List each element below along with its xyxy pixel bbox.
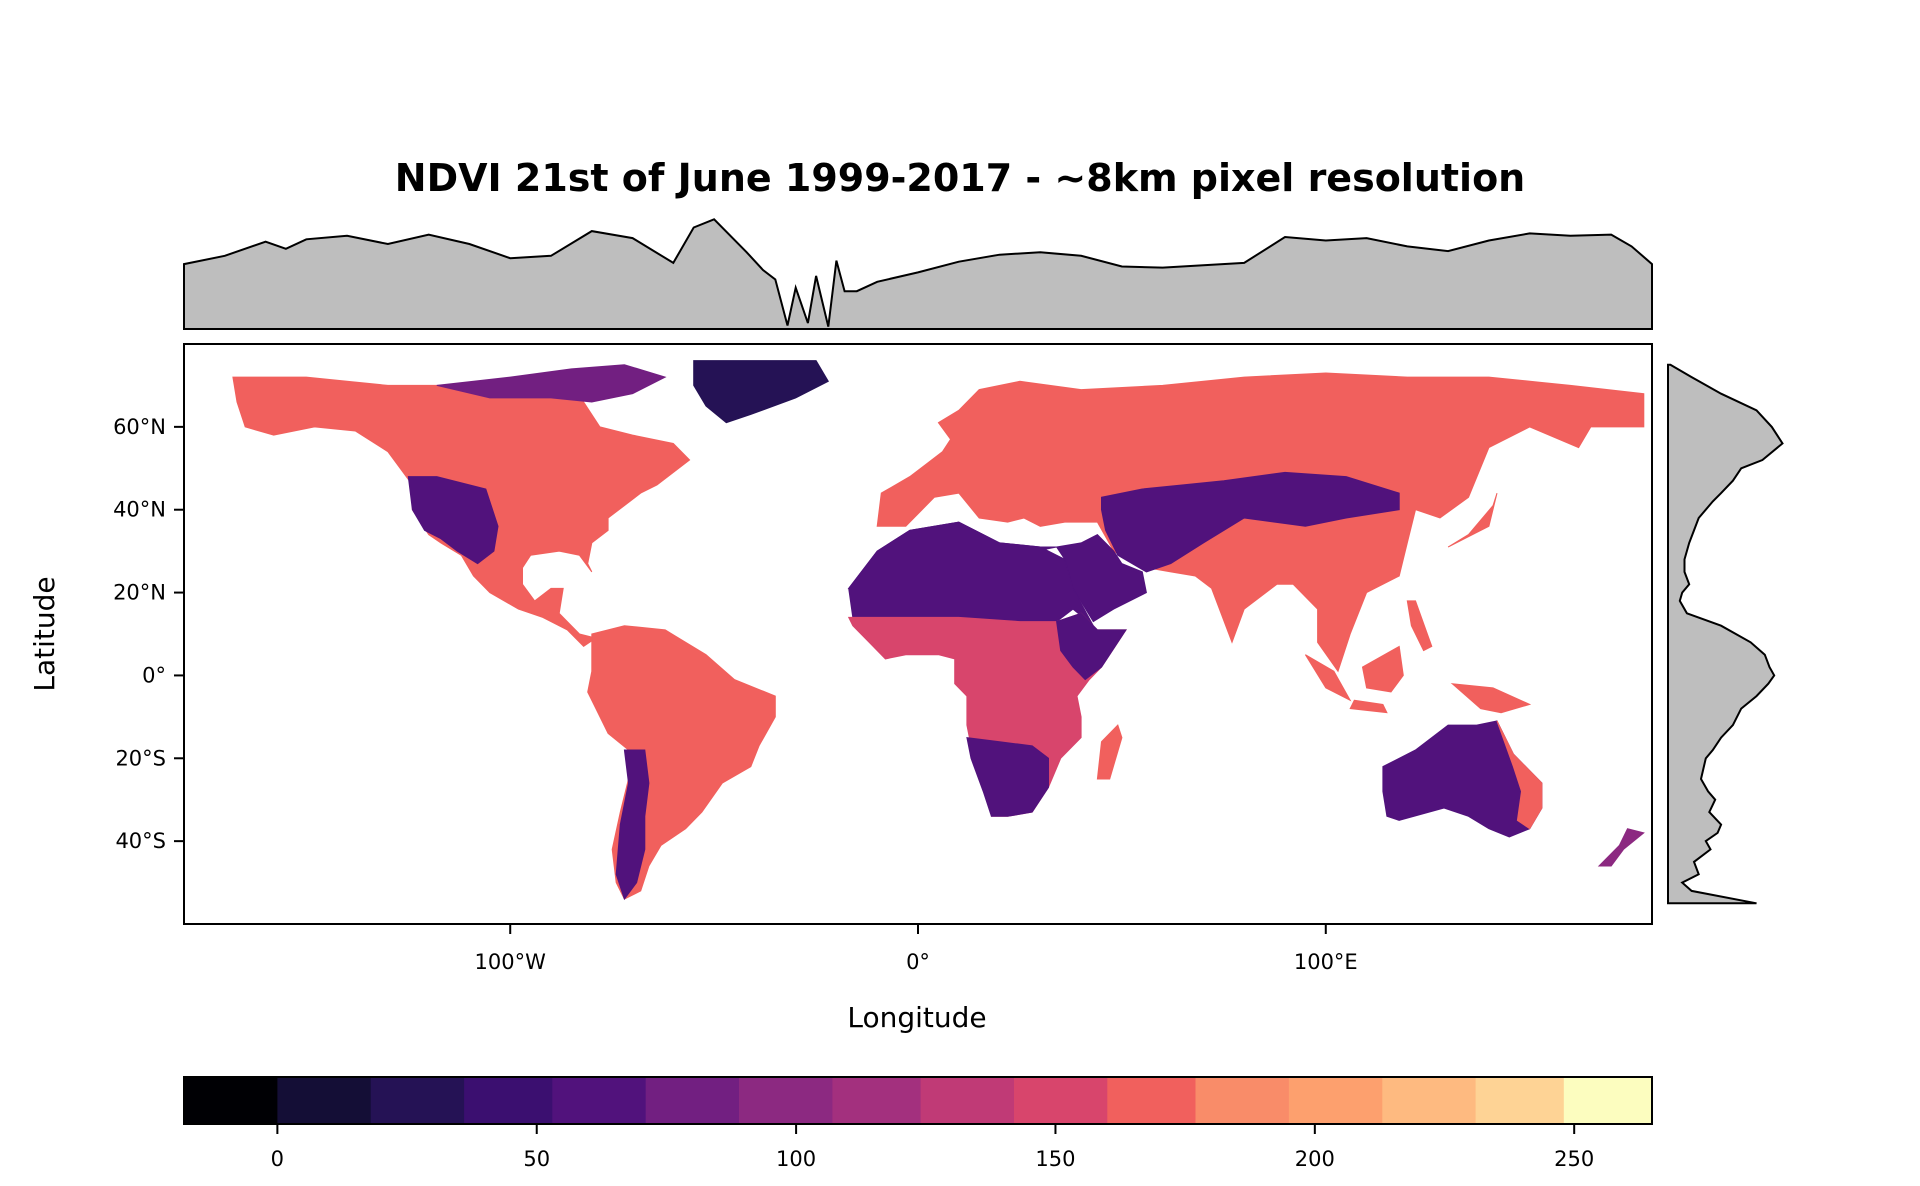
lon-tick-label: 0° (906, 950, 930, 974)
colorbar-swatch (1475, 1077, 1565, 1124)
colorbar-swatch (1563, 1077, 1653, 1124)
ndvi-region-12 (1056, 612, 1127, 681)
colorbar-tick-label: 250 (1554, 1147, 1594, 1171)
ndvi-region-20 (1406, 600, 1433, 652)
colorbar-swatch (277, 1077, 372, 1124)
colorbar-tick-label: 50 (523, 1147, 550, 1171)
ndvi-region-17 (1361, 645, 1404, 693)
y-axis-label: Latitude (28, 576, 61, 691)
lat-tick-label: 0° (142, 663, 166, 687)
colorbar-tick-label: 100 (776, 1147, 816, 1171)
ndvi-region-2 (436, 364, 667, 403)
ndvi-region-7 (1101, 471, 1400, 573)
latitude-axis: 60°N 40°N 20°N 0° 20°S 40°S (113, 415, 184, 853)
lat-tick-label: 20°S (115, 746, 166, 770)
ndvi-region-13 (1096, 724, 1123, 780)
longitude-axis: 100°W 0° 100°E (475, 924, 1358, 974)
ndvi-region-18 (1450, 683, 1532, 714)
colorbar-swatch (832, 1077, 922, 1124)
latitude-profile-panel (1667, 363, 1784, 905)
ndvi-region-15 (1496, 720, 1543, 830)
colorbar-swatch (1107, 1077, 1196, 1124)
colorbar-swatch (370, 1077, 465, 1124)
colorbar: 0 50 100 150 200 250 (183, 1076, 1653, 1171)
latitude-ndvi-profile (1667, 363, 1784, 905)
ndvi-raster (232, 360, 1645, 901)
lon-tick-label: 100°E (1294, 950, 1358, 974)
colorbar-swatch (464, 1077, 553, 1124)
ndvi-region-22 (1597, 828, 1645, 867)
ndvi-region-19 (1349, 699, 1388, 714)
colorbar-swatch (1195, 1077, 1290, 1124)
ndvi-region-3 (693, 360, 830, 424)
colorbar-tick-label: 200 (1295, 1147, 1335, 1171)
lat-tick-label: 60°N (113, 415, 166, 439)
ndvi-region-6 (876, 372, 1645, 673)
colorbar-swatch (739, 1077, 833, 1124)
colorbar-swatch (645, 1077, 740, 1124)
colorbar-swatch (1288, 1077, 1383, 1124)
ndvi-region-1 (407, 476, 499, 565)
ndvi-region-16 (1304, 654, 1352, 702)
lat-tick-label: 40°N (113, 498, 166, 522)
ndvi-region-5 (615, 749, 650, 901)
longitude-ndvi-profile (183, 218, 1653, 330)
colorbar-swatch (920, 1077, 1015, 1124)
chart-title: NDVI 21st of June 1999-2017 - ~8km pixel… (394, 156, 1526, 200)
ndvi-region-21 (1447, 492, 1498, 548)
lon-tick-label: 100°W (475, 950, 547, 974)
ndvi-region-11 (966, 737, 1049, 817)
lat-tick-label: 40°S (115, 829, 166, 853)
lat-tick-label: 20°N (113, 581, 166, 605)
colorbar-tick-label: 0 (271, 1147, 284, 1171)
colorbar-swatch (184, 1077, 278, 1124)
x-axis-label: Longitude (847, 1001, 986, 1034)
colorbar-swatch (1014, 1077, 1108, 1124)
colorbar-tick-label: 150 (1035, 1147, 1075, 1171)
colorbar-swatch (1382, 1077, 1477, 1124)
longitude-profile-panel (183, 218, 1653, 330)
colorbar-swatch (552, 1077, 647, 1124)
colorbar-frame (183, 1076, 1653, 1125)
